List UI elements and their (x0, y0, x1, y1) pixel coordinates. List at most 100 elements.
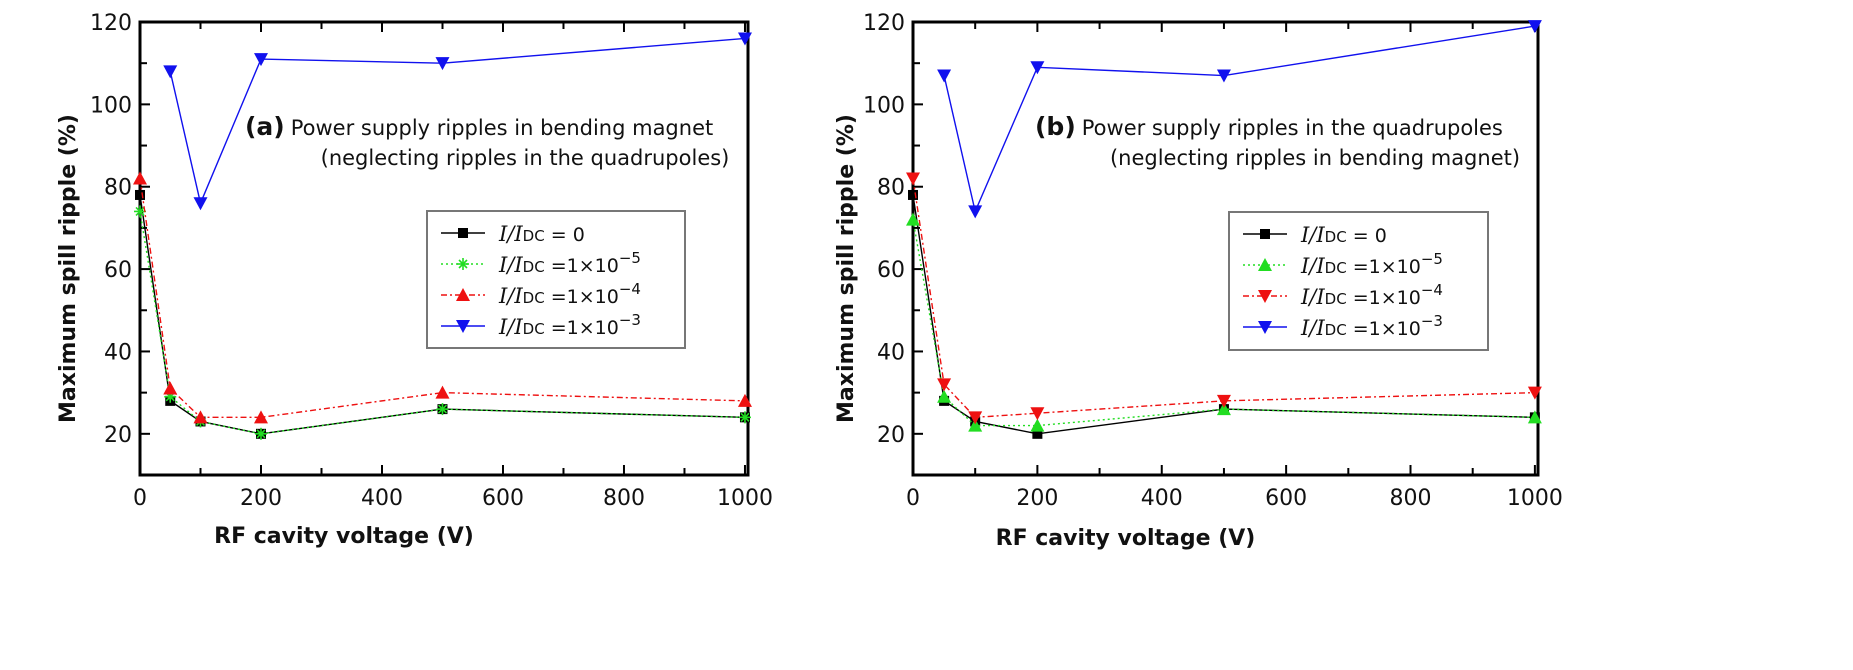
data-point (1527, 20, 1542, 34)
legend-label: I/IDC =1×10−5 (498, 249, 641, 277)
annotation-line-1: Power supply ripples in the quadrupoles (1082, 116, 1503, 140)
data-point (436, 403, 449, 416)
legend-item: I/IDC =1×10−3 (441, 311, 641, 339)
x-tick-label: 800 (603, 486, 645, 511)
x-axis-label: RF cavity voltage (V) (214, 524, 474, 549)
legend-item: I/IDC =1×10−4 (1243, 281, 1443, 309)
data-point (906, 212, 920, 226)
data-point (937, 389, 952, 403)
legend-item: I/IDC = 0 (441, 222, 585, 246)
legend-marker (456, 320, 470, 333)
legend-label: I/IDC =1×10−4 (1300, 281, 1443, 309)
data-point (968, 205, 983, 219)
data-point (1527, 410, 1542, 424)
series-3 (937, 20, 1542, 219)
annotation-line-2: (neglecting ripples in the quadrupoles) (321, 146, 730, 170)
legend-label: I/IDC =1×10−3 (498, 311, 641, 339)
data-point (193, 410, 208, 424)
data-point (1030, 407, 1045, 421)
series-line (912, 178, 1535, 419)
legend-item: I/IDC = 0 (1243, 223, 1387, 247)
data-point (254, 427, 267, 440)
x-tick-label: 400 (1141, 486, 1183, 511)
data-point (737, 393, 752, 407)
series-line (139, 211, 745, 435)
data-point (1527, 386, 1542, 400)
data-point (908, 189, 918, 200)
legend-marker (1258, 258, 1272, 271)
data-point (435, 57, 450, 71)
panel-label: (a) (245, 112, 285, 141)
y-tick-label: 100 (863, 93, 905, 118)
data-point (1216, 394, 1231, 408)
legend-box (426, 210, 686, 349)
x-tick-label: 0 (906, 486, 920, 511)
y-tick-label: 120 (90, 11, 132, 36)
data-point (163, 65, 178, 79)
x-tick-label: 400 (361, 486, 403, 511)
data-point (968, 418, 983, 432)
y-tick-label: 100 (90, 93, 132, 118)
legend-item: I/IDC =1×10−3 (1243, 312, 1443, 340)
data-point (1030, 418, 1045, 432)
panel-annotation: (b) Power supply ripples in the quadrupol… (1035, 112, 1503, 141)
data-point (133, 171, 147, 185)
data-point (134, 205, 146, 218)
x-tick-label: 800 (1390, 486, 1432, 511)
series-line (139, 194, 745, 435)
x-tick-label: 200 (240, 486, 282, 511)
x-axis-label: RF cavity voltage (V) (996, 526, 1256, 551)
panel-label: (b) (1035, 112, 1076, 141)
legend-label: I/IDC = 0 (1300, 223, 1387, 247)
y-tick-label: 80 (104, 176, 132, 201)
legend-label: I/IDC =1×10−4 (498, 280, 641, 308)
x-tick-label: 600 (482, 486, 524, 511)
chart-a: 0 200 400 600 800 1000 20 40 60 80 100 120 RF cavity… (56, 11, 773, 549)
y-tick-label: 20 (877, 423, 905, 448)
series-line (912, 194, 1535, 435)
legend-label: I/IDC =1×10−5 (1300, 250, 1443, 278)
data-point (937, 378, 952, 392)
legend-marker (1258, 290, 1272, 303)
legend-label: I/IDC =1×10−3 (1300, 312, 1443, 340)
series-2 (906, 172, 1542, 425)
annotation-line-2: (neglecting ripples in bending magnet) (1110, 146, 1520, 170)
data-point (1216, 402, 1231, 416)
chart-b: 0 200 400 600 800 1000 20 40 60 80 100 120 RF cavity… (834, 11, 1563, 551)
legend-marker (457, 258, 469, 270)
data-point (737, 32, 752, 46)
legend: I/IDC = 0 I/IDC =1×10−5 I/IDC =1×10−4 I/IDC… (426, 210, 686, 349)
x-tick-label: 600 (1265, 486, 1307, 511)
legend: I/IDC = 0 I/IDC =1×10−5 I/IDC =1×10−4 I/IDC… (1228, 211, 1489, 351)
series-2 (133, 171, 752, 424)
data-point (253, 410, 268, 424)
data-point (1030, 61, 1045, 75)
legend-item: I/IDC =1×10−5 (441, 249, 641, 277)
x-tick-label: 1000 (717, 486, 773, 511)
data-point (968, 411, 983, 425)
y-tick-label: 60 (877, 258, 905, 283)
legend-marker (1260, 229, 1270, 239)
y-axis-label: Maximum spill ripple (%) (834, 114, 859, 423)
y-tick-label: 60 (104, 258, 132, 283)
data-point (135, 189, 145, 200)
data-point (906, 172, 920, 186)
data-point (1216, 69, 1231, 83)
x-tick-label: 200 (1016, 486, 1058, 511)
data-point (253, 53, 268, 67)
series-line (139, 178, 745, 419)
plot-frame (911, 20, 1540, 477)
y-axis-label: Maximum spill ripple (%) (56, 114, 81, 423)
y-tick-label: 20 (104, 423, 132, 448)
x-tick-label: 1000 (1507, 486, 1563, 511)
y-tick-label: 120 (863, 11, 905, 36)
legend-item: I/IDC =1×10−5 (1243, 250, 1443, 278)
data-point (163, 381, 178, 395)
y-tick-label: 40 (104, 340, 132, 365)
series-1 (906, 212, 1542, 432)
legend-marker (458, 228, 468, 238)
panel-annotation: (a) Power supply ripples in bending magne… (245, 112, 713, 141)
legend-item: I/IDC =1×10−4 (441, 280, 641, 308)
series-3 (163, 32, 752, 211)
